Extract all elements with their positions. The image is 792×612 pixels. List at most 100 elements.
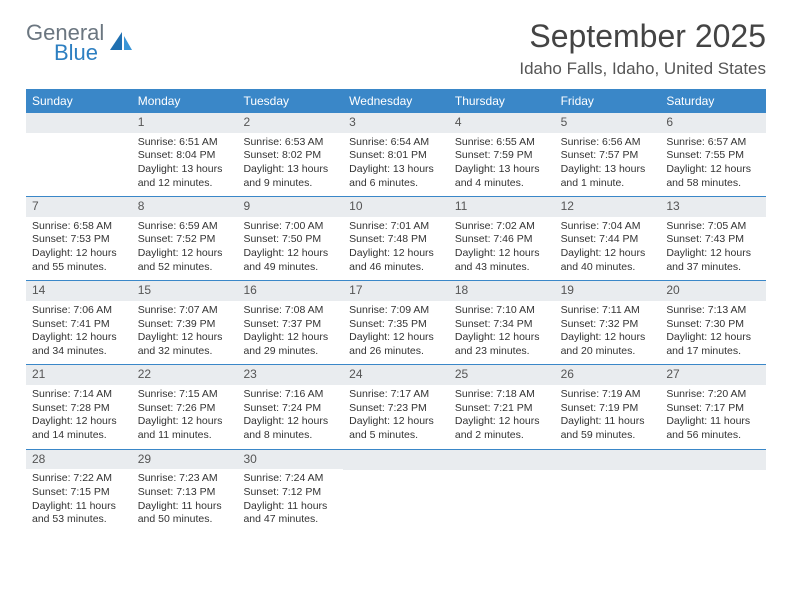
sunset-text: Sunset: 8:02 PM <box>243 149 337 163</box>
day-number: 1 <box>132 113 238 133</box>
day-number: 28 <box>26 450 132 470</box>
sunrise-text: Sunrise: 7:02 AM <box>455 220 549 234</box>
daylight-text: Daylight: 11 hours and 56 minutes. <box>666 415 760 442</box>
day-number: 6 <box>660 113 766 133</box>
day-details: Sunrise: 7:04 AMSunset: 7:44 PMDaylight:… <box>555 217 661 281</box>
day-details: Sunrise: 6:54 AMSunset: 8:01 PMDaylight:… <box>343 133 449 197</box>
day-cell: 1Sunrise: 6:51 AMSunset: 8:04 PMDaylight… <box>132 113 238 196</box>
day-details: Sunrise: 7:09 AMSunset: 7:35 PMDaylight:… <box>343 301 449 365</box>
day-number <box>555 450 661 470</box>
sunset-text: Sunset: 7:26 PM <box>138 402 232 416</box>
day-number <box>449 450 555 470</box>
logo: General Blue <box>26 22 134 64</box>
month-title: September 2025 <box>519 18 766 55</box>
day-details: Sunrise: 6:59 AMSunset: 7:52 PMDaylight:… <box>132 217 238 281</box>
day-cell: 5Sunrise: 6:56 AMSunset: 7:57 PMDaylight… <box>555 113 661 196</box>
day-cell-empty <box>449 450 555 533</box>
day-cell: 20Sunrise: 7:13 AMSunset: 7:30 PMDayligh… <box>660 281 766 364</box>
page-header: General Blue September 2025 Idaho Falls,… <box>26 18 766 79</box>
day-number: 22 <box>132 365 238 385</box>
day-details: Sunrise: 7:05 AMSunset: 7:43 PMDaylight:… <box>660 217 766 281</box>
day-cell: 27Sunrise: 7:20 AMSunset: 7:17 PMDayligh… <box>660 365 766 448</box>
sunset-text: Sunset: 7:34 PM <box>455 318 549 332</box>
sunset-text: Sunset: 7:17 PM <box>666 402 760 416</box>
day-cell-empty <box>26 113 132 196</box>
weekday-header-tuesday: Tuesday <box>237 89 343 113</box>
sunset-text: Sunset: 7:48 PM <box>349 233 443 247</box>
day-cell: 29Sunrise: 7:23 AMSunset: 7:13 PMDayligh… <box>132 450 238 533</box>
sunrise-text: Sunrise: 7:05 AM <box>666 220 760 234</box>
sunrise-text: Sunrise: 6:53 AM <box>243 136 337 150</box>
day-cell: 17Sunrise: 7:09 AMSunset: 7:35 PMDayligh… <box>343 281 449 364</box>
sunrise-text: Sunrise: 7:10 AM <box>455 304 549 318</box>
sunrise-text: Sunrise: 7:06 AM <box>32 304 126 318</box>
day-details: Sunrise: 7:23 AMSunset: 7:13 PMDaylight:… <box>132 469 238 533</box>
sunset-text: Sunset: 7:59 PM <box>455 149 549 163</box>
sunset-text: Sunset: 7:53 PM <box>32 233 126 247</box>
day-cell: 16Sunrise: 7:08 AMSunset: 7:37 PMDayligh… <box>237 281 343 364</box>
week-row: 1Sunrise: 6:51 AMSunset: 8:04 PMDaylight… <box>26 113 766 197</box>
daylight-text: Daylight: 12 hours and 8 minutes. <box>243 415 337 442</box>
day-number: 27 <box>660 365 766 385</box>
sunset-text: Sunset: 7:41 PM <box>32 318 126 332</box>
day-number: 14 <box>26 281 132 301</box>
day-details: Sunrise: 7:06 AMSunset: 7:41 PMDaylight:… <box>26 301 132 365</box>
sunrise-text: Sunrise: 7:00 AM <box>243 220 337 234</box>
sunrise-text: Sunrise: 6:59 AM <box>138 220 232 234</box>
week-row: 21Sunrise: 7:14 AMSunset: 7:28 PMDayligh… <box>26 365 766 449</box>
sunrise-text: Sunrise: 7:18 AM <box>455 388 549 402</box>
sunset-text: Sunset: 7:44 PM <box>561 233 655 247</box>
day-number <box>343 450 449 470</box>
week-row: 14Sunrise: 7:06 AMSunset: 7:41 PMDayligh… <box>26 281 766 365</box>
day-details: Sunrise: 7:08 AMSunset: 7:37 PMDaylight:… <box>237 301 343 365</box>
sunrise-text: Sunrise: 6:58 AM <box>32 220 126 234</box>
day-cell: 4Sunrise: 6:55 AMSunset: 7:59 PMDaylight… <box>449 113 555 196</box>
sunrise-text: Sunrise: 7:09 AM <box>349 304 443 318</box>
sunrise-text: Sunrise: 7:01 AM <box>349 220 443 234</box>
logo-sail-icon <box>108 30 134 52</box>
daylight-text: Daylight: 12 hours and 11 minutes. <box>138 415 232 442</box>
daylight-text: Daylight: 12 hours and 17 minutes. <box>666 331 760 358</box>
sunset-text: Sunset: 7:12 PM <box>243 486 337 500</box>
day-number: 13 <box>660 197 766 217</box>
sunrise-text: Sunrise: 7:15 AM <box>138 388 232 402</box>
day-number: 2 <box>237 113 343 133</box>
sunrise-text: Sunrise: 7:11 AM <box>561 304 655 318</box>
day-number: 18 <box>449 281 555 301</box>
sunrise-text: Sunrise: 7:23 AM <box>138 472 232 486</box>
sunrise-text: Sunrise: 7:13 AM <box>666 304 760 318</box>
weekday-header-monday: Monday <box>132 89 238 113</box>
day-details: Sunrise: 6:51 AMSunset: 8:04 PMDaylight:… <box>132 133 238 197</box>
sunrise-text: Sunrise: 7:22 AM <box>32 472 126 486</box>
day-cell: 13Sunrise: 7:05 AMSunset: 7:43 PMDayligh… <box>660 197 766 280</box>
day-number: 21 <box>26 365 132 385</box>
daylight-text: Daylight: 13 hours and 9 minutes. <box>243 163 337 190</box>
day-number: 23 <box>237 365 343 385</box>
daylight-text: Daylight: 11 hours and 53 minutes. <box>32 500 126 527</box>
sunset-text: Sunset: 8:01 PM <box>349 149 443 163</box>
sunset-text: Sunset: 7:24 PM <box>243 402 337 416</box>
daylight-text: Daylight: 12 hours and 14 minutes. <box>32 415 126 442</box>
daylight-text: Daylight: 12 hours and 37 minutes. <box>666 247 760 274</box>
weeks-container: 1Sunrise: 6:51 AMSunset: 8:04 PMDaylight… <box>26 113 766 533</box>
daylight-text: Daylight: 11 hours and 59 minutes. <box>561 415 655 442</box>
day-cell: 12Sunrise: 7:04 AMSunset: 7:44 PMDayligh… <box>555 197 661 280</box>
day-number: 15 <box>132 281 238 301</box>
daylight-text: Daylight: 13 hours and 12 minutes. <box>138 163 232 190</box>
day-details: Sunrise: 7:15 AMSunset: 7:26 PMDaylight:… <box>132 385 238 449</box>
sunrise-text: Sunrise: 6:56 AM <box>561 136 655 150</box>
day-cell-empty <box>660 450 766 533</box>
day-cell-empty <box>555 450 661 533</box>
day-number: 7 <box>26 197 132 217</box>
sunset-text: Sunset: 7:19 PM <box>561 402 655 416</box>
day-cell: 3Sunrise: 6:54 AMSunset: 8:01 PMDaylight… <box>343 113 449 196</box>
day-number <box>26 113 132 133</box>
day-number: 4 <box>449 113 555 133</box>
day-details: Sunrise: 7:00 AMSunset: 7:50 PMDaylight:… <box>237 217 343 281</box>
day-number: 19 <box>555 281 661 301</box>
day-number: 3 <box>343 113 449 133</box>
day-details: Sunrise: 7:20 AMSunset: 7:17 PMDaylight:… <box>660 385 766 449</box>
day-cell: 26Sunrise: 7:19 AMSunset: 7:19 PMDayligh… <box>555 365 661 448</box>
day-cell: 24Sunrise: 7:17 AMSunset: 7:23 PMDayligh… <box>343 365 449 448</box>
day-details: Sunrise: 7:11 AMSunset: 7:32 PMDaylight:… <box>555 301 661 365</box>
